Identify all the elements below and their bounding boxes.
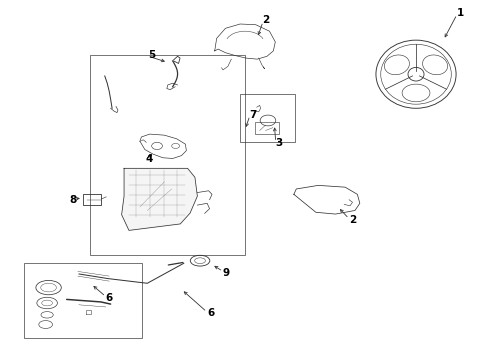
Text: 8: 8 (70, 195, 76, 206)
Bar (90, 55, 245, 255)
Text: 5: 5 (148, 50, 156, 60)
Text: 6: 6 (105, 293, 113, 303)
Text: 9: 9 (223, 267, 230, 278)
Bar (24, 263, 143, 338)
Text: 4: 4 (145, 154, 152, 164)
Text: 6: 6 (207, 309, 215, 318)
Text: 3: 3 (275, 139, 283, 148)
Text: 2: 2 (349, 215, 356, 225)
Text: 2: 2 (262, 15, 270, 26)
Bar (255, 122, 279, 134)
Polygon shape (122, 168, 197, 230)
Bar (83, 194, 101, 205)
Bar (240, 94, 295, 141)
Text: 1: 1 (456, 8, 464, 18)
Text: 7: 7 (249, 110, 257, 120)
